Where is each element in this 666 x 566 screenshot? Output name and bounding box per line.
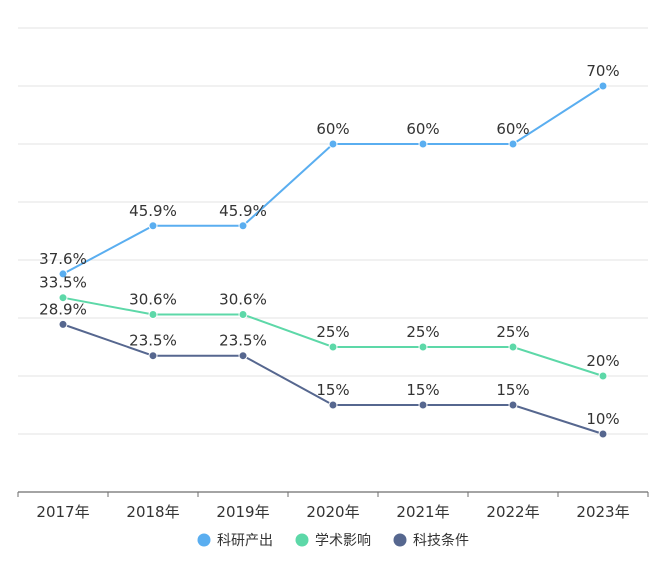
legend-marker	[393, 533, 407, 547]
data-point[interactable]	[418, 342, 428, 352]
data-point[interactable]	[328, 400, 338, 410]
data-label: 15%	[406, 381, 439, 399]
data-point[interactable]	[148, 310, 158, 320]
data-point[interactable]	[58, 293, 68, 303]
series-lines	[58, 81, 608, 439]
data-point[interactable]	[148, 221, 158, 231]
data-label: 15%	[316, 381, 349, 399]
legend-label: 科研产出	[217, 533, 273, 549]
x-tick-label: 2021年	[396, 503, 449, 521]
data-label: 25%	[496, 323, 529, 341]
data-point[interactable]	[418, 400, 428, 410]
x-tick-label: 2017年	[36, 503, 89, 521]
x-tick-label: 2023年	[576, 503, 629, 521]
legend[interactable]: 科研产出 学术影响 科技条件	[197, 532, 470, 549]
data-label: 45.9%	[219, 202, 267, 220]
legend-label: 学术影响	[315, 533, 371, 549]
x-axis: 2017年 2018年 2019年 2020年 2021年 2022年 2023年	[17, 491, 649, 521]
data-point[interactable]	[508, 139, 518, 149]
data-point[interactable]	[418, 139, 428, 149]
data-label: 37.6%	[39, 250, 87, 268]
data-label: 25%	[316, 323, 349, 341]
grid-lines	[18, 27, 648, 435]
data-point[interactable]	[328, 139, 338, 149]
data-point[interactable]	[238, 310, 248, 320]
data-label: 28.9%	[39, 300, 87, 318]
data-label: 45.9%	[129, 202, 177, 220]
data-point[interactable]	[508, 400, 518, 410]
legend-item[interactable]: 学术影响	[295, 533, 372, 549]
legend-item[interactable]: 科研产出	[197, 533, 274, 549]
data-label: 30.6%	[129, 291, 177, 309]
data-point[interactable]	[598, 429, 608, 439]
x-tick-label: 2020年	[306, 503, 359, 521]
data-point[interactable]	[598, 371, 608, 381]
data-label: 33.5%	[39, 274, 87, 292]
data-label: 23.5%	[129, 332, 177, 350]
data-label: 60%	[316, 120, 349, 138]
data-label: 70%	[586, 62, 619, 80]
data-label: 23.5%	[219, 332, 267, 350]
data-point[interactable]	[238, 351, 248, 361]
data-point[interactable]	[58, 319, 68, 329]
data-label: 20%	[586, 352, 619, 370]
x-tick-label: 2018年	[126, 503, 179, 521]
data-point[interactable]	[328, 342, 338, 352]
data-point[interactable]	[508, 342, 518, 352]
data-label: 60%	[406, 120, 439, 138]
data-point[interactable]	[598, 81, 608, 91]
data-label: 30.6%	[219, 291, 267, 309]
legend-marker	[197, 533, 211, 547]
data-point[interactable]	[238, 221, 248, 231]
data-label: 60%	[496, 120, 529, 138]
data-label: 25%	[406, 323, 439, 341]
legend-label: 科技条件	[413, 532, 469, 549]
legend-item[interactable]: 科技条件	[393, 532, 470, 549]
legend-marker	[295, 533, 309, 547]
data-point[interactable]	[58, 269, 68, 279]
series-line	[62, 85, 604, 275]
x-tick-label: 2022年	[486, 503, 539, 521]
data-label: 15%	[496, 381, 529, 399]
data-label: 10%	[586, 410, 619, 428]
data-point[interactable]	[148, 351, 158, 361]
data-labels: 37.6% 45.9% 45.9% 60% 60% 60% 70% 33.5% 30.6% 30.…	[39, 62, 620, 428]
x-tick-label: 2019年	[216, 503, 269, 521]
